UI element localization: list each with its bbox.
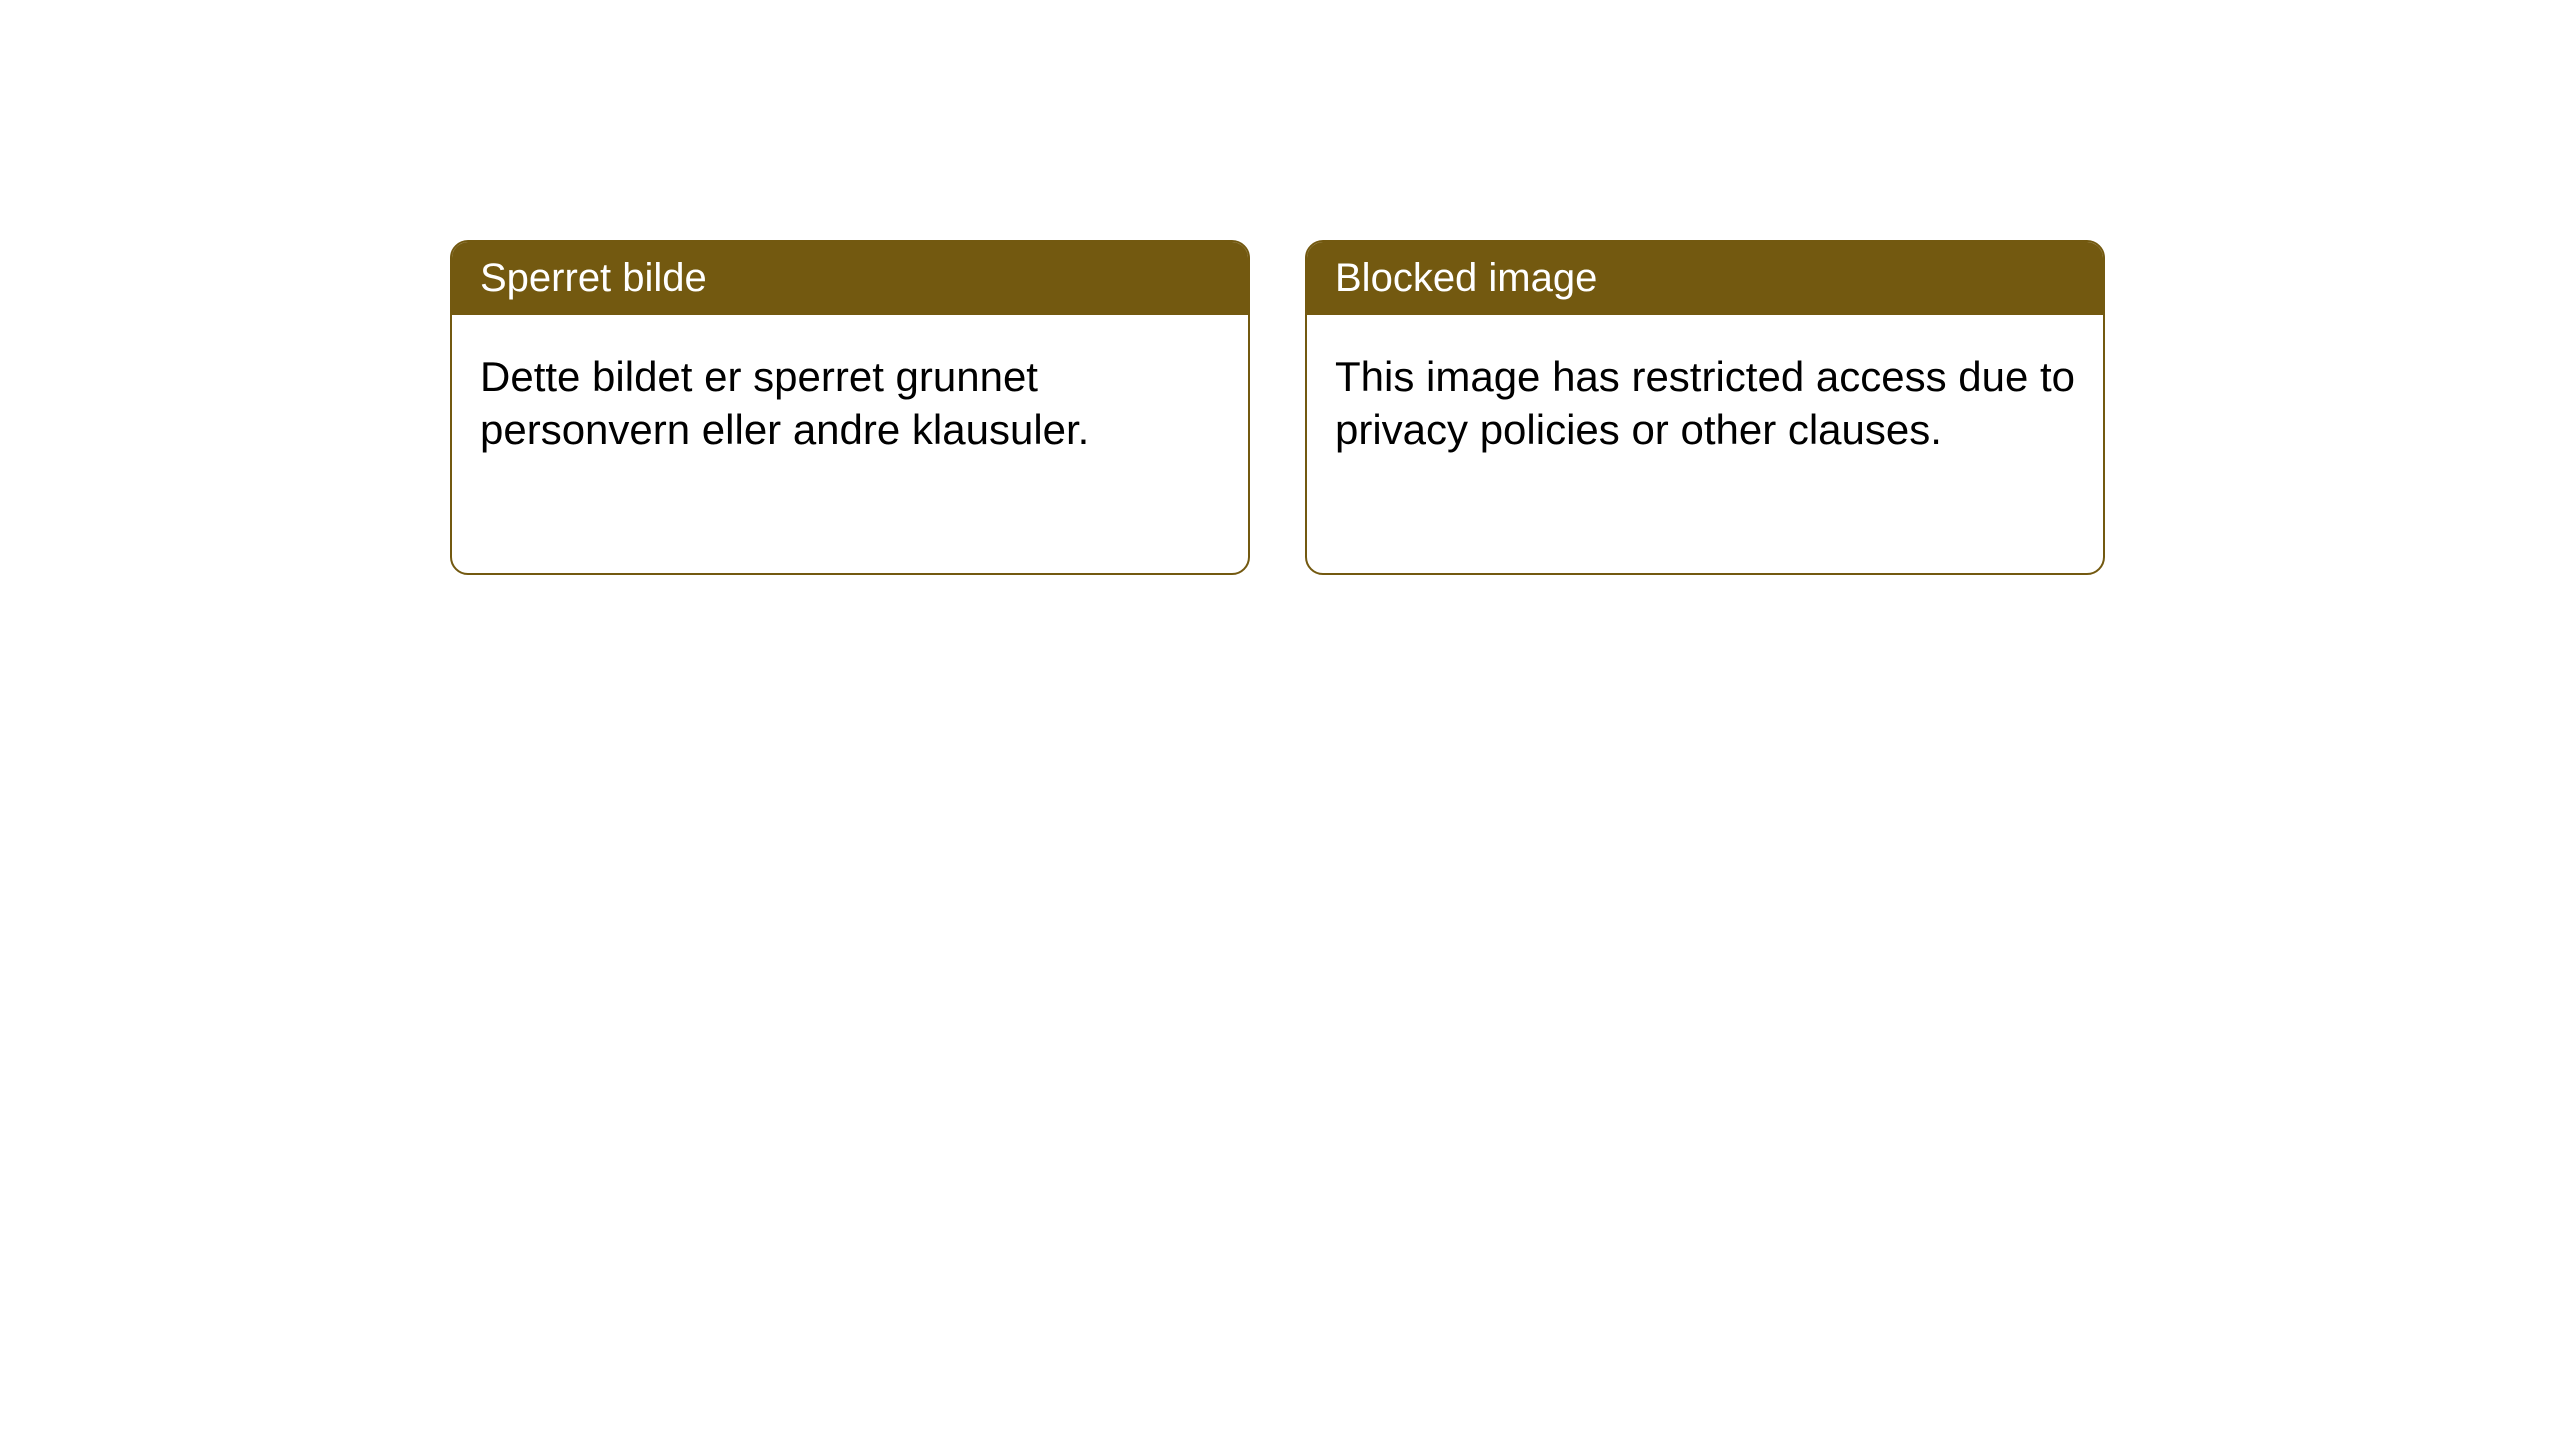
blocked-image-card-en: Blocked image This image has restricted …: [1305, 240, 2105, 575]
card-header-en: Blocked image: [1307, 242, 2103, 315]
card-body-no: Dette bildet er sperret grunnet personve…: [452, 315, 1248, 492]
card-body-en: This image has restricted access due to …: [1307, 315, 2103, 492]
blocked-image-card-no: Sperret bilde Dette bildet er sperret gr…: [450, 240, 1250, 575]
blocked-image-cards: Sperret bilde Dette bildet er sperret gr…: [450, 240, 2560, 575]
card-header-no: Sperret bilde: [452, 242, 1248, 315]
